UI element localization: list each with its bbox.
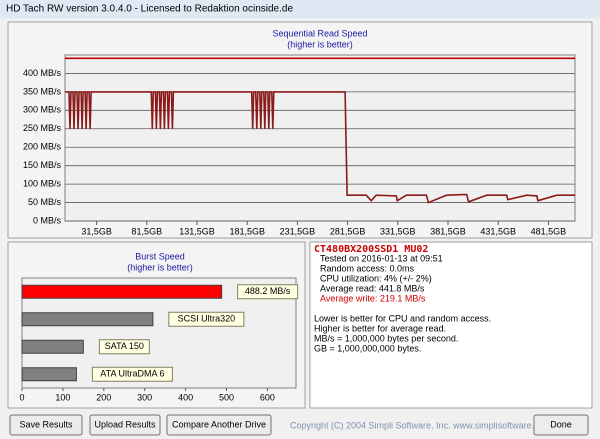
x-tick-label: 431,5GB bbox=[480, 226, 516, 236]
info-line: CPU utilization: 4% (+/- 2%) bbox=[320, 273, 432, 283]
bar-label-box bbox=[237, 284, 299, 300]
drive-name: CT480BX200SSD1 MU02 bbox=[314, 244, 428, 255]
x-tick-label: 0 bbox=[19, 392, 24, 402]
x-tick-label: 81,5GB bbox=[132, 226, 163, 236]
x-tick-label: 481,5GB bbox=[531, 226, 567, 236]
button-label[interactable]: Compare Another Drive bbox=[172, 419, 266, 429]
bar bbox=[21, 312, 154, 327]
x-tick-label: 231,5GB bbox=[280, 226, 316, 236]
y-tick-label: 200 MB/s bbox=[23, 142, 62, 152]
info-line: Random access: 0.0ms bbox=[320, 263, 415, 273]
info-panel bbox=[309, 241, 593, 409]
y-tick-label: 250 MB/s bbox=[23, 123, 62, 133]
info-line: Average read: 441.8 MB/s bbox=[320, 283, 425, 293]
y-tick-label: 300 MB/s bbox=[23, 105, 62, 115]
button[interactable] bbox=[533, 414, 589, 436]
x-tick-label: 31,5GB bbox=[81, 226, 112, 236]
x-tick-label: 381,5GB bbox=[430, 226, 466, 236]
info-note: GB = 1,000,000,000 bytes. bbox=[314, 343, 421, 353]
x-tick-label: 100 bbox=[55, 392, 70, 402]
bar-label-box bbox=[91, 366, 173, 382]
y-tick-label: 0 MB/s bbox=[33, 215, 62, 225]
button[interactable] bbox=[89, 414, 161, 436]
window-title: HD Tach RW version 3.0.4.0 - Licensed to… bbox=[6, 4, 293, 15]
chart-title: Burst Speed bbox=[135, 251, 185, 261]
y-tick-label: 100 MB/s bbox=[23, 178, 62, 188]
button-label[interactable]: Save Results bbox=[19, 419, 73, 429]
category-label: ATA UltraDMA 6 bbox=[100, 369, 164, 379]
info-note: MB/s = 1,000,000 bytes per second. bbox=[314, 333, 458, 343]
x-tick-label: 300 bbox=[137, 392, 152, 402]
bar bbox=[21, 367, 77, 382]
value-label: 488.2 MB/s bbox=[245, 286, 291, 296]
x-tick-label: 281,5GB bbox=[330, 226, 366, 236]
footer: Copyright (C) 2004 Simpli Software, Inc.… bbox=[290, 420, 551, 430]
x-tick-label: 331,5GB bbox=[380, 226, 416, 236]
x-tick-label: 600 bbox=[260, 392, 275, 402]
button[interactable] bbox=[9, 414, 83, 436]
y-tick-label: 400 MB/s bbox=[23, 68, 62, 78]
bar-label-box bbox=[168, 311, 245, 327]
title-bar bbox=[0, 0, 600, 18]
info-note: Lower is better for CPU and random acces… bbox=[314, 313, 491, 323]
chart-title: Sequential Read Speed bbox=[272, 28, 367, 38]
bar bbox=[21, 284, 223, 299]
bar-label-box bbox=[98, 339, 150, 355]
x-tick-label: 500 bbox=[219, 392, 234, 402]
series-line bbox=[65, 91, 575, 204]
x-tick-label: 200 bbox=[96, 392, 111, 402]
category-label: SATA 150 bbox=[105, 341, 144, 351]
info-line: Tested on 2016-01-13 at 09:51 bbox=[320, 253, 443, 263]
button-label[interactable]: Upload Results bbox=[94, 419, 156, 429]
button-label[interactable]: Done bbox=[550, 419, 572, 429]
x-tick-label: 400 bbox=[178, 392, 193, 402]
info-line: Average write: 219.1 MB/s bbox=[320, 293, 426, 303]
x-tick-label: 181,5GB bbox=[229, 226, 265, 236]
chart-subtitle: (higher is better) bbox=[127, 262, 193, 272]
y-tick-label: 150 MB/s bbox=[23, 160, 62, 170]
info-note: Higher is better for average read. bbox=[314, 323, 446, 333]
x-tick-label: 131,5GB bbox=[179, 226, 215, 236]
chart-subtitle: (higher is better) bbox=[287, 39, 353, 49]
read-plot bbox=[64, 54, 576, 222]
y-tick-label: 350 MB/s bbox=[23, 86, 62, 96]
y-tick-label: 50 MB/s bbox=[28, 197, 62, 207]
category-label: SCSI Ultra320 bbox=[178, 314, 236, 324]
button[interactable] bbox=[166, 414, 272, 436]
bar bbox=[21, 339, 84, 354]
